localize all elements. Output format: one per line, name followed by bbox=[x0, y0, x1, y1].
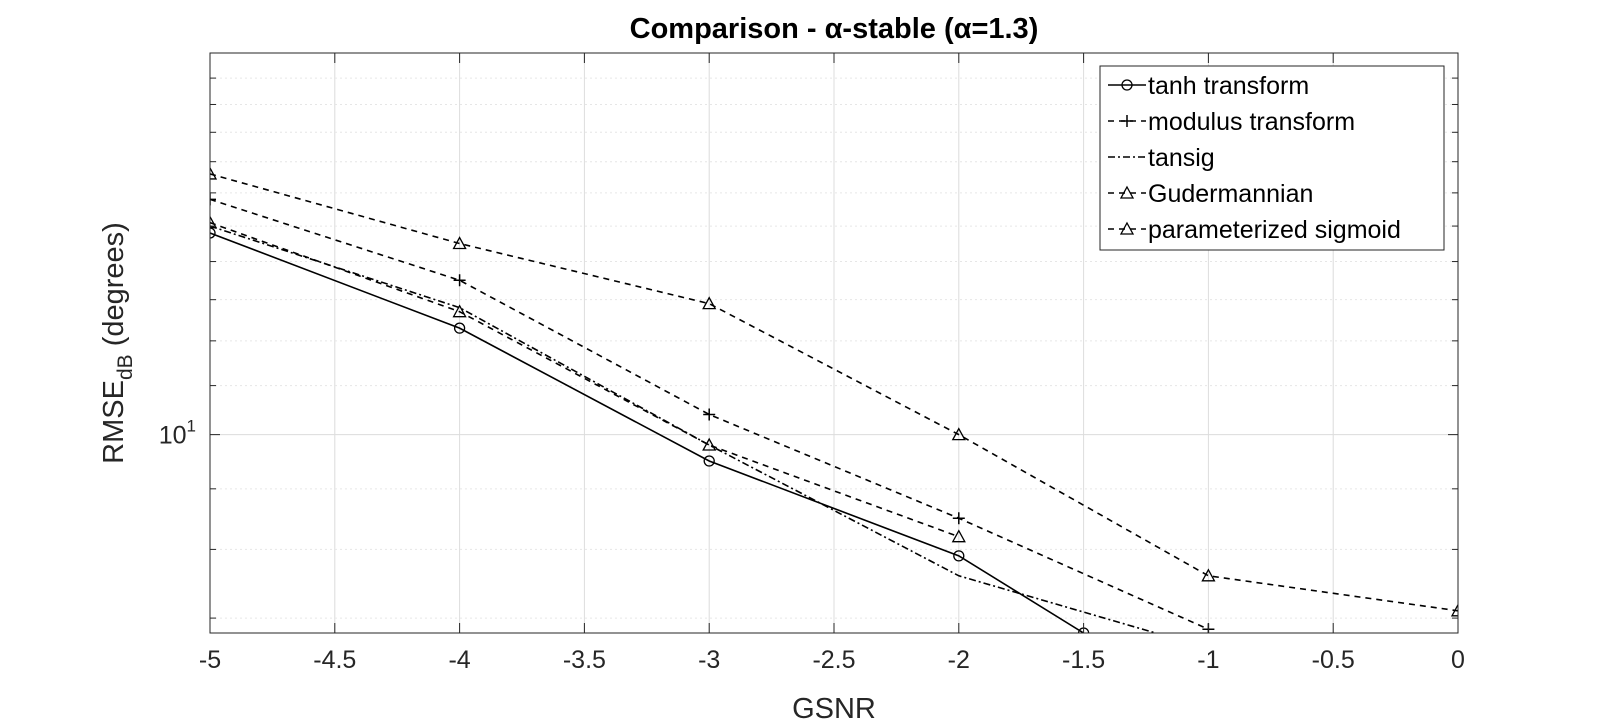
series-line bbox=[210, 198, 1209, 630]
series-point bbox=[703, 455, 715, 467]
legend-entry: Gudermannian bbox=[1108, 180, 1313, 208]
legend-marker bbox=[1119, 185, 1135, 199]
y-axis-label-suffix: (degrees) bbox=[98, 222, 130, 354]
x-tick-label: -2 bbox=[948, 646, 970, 674]
series-point bbox=[703, 408, 716, 421]
axes bbox=[209, 52, 1459, 634]
y-axis-label: RMSEdB (degrees) bbox=[98, 222, 137, 464]
series-point bbox=[210, 166, 218, 180]
y-axis-label-subscript: dB bbox=[114, 354, 137, 380]
x-tick-label: -1.5 bbox=[1062, 646, 1105, 674]
series-2 bbox=[210, 225, 1159, 633]
series-point bbox=[210, 193, 216, 206]
legend-entry: tanh transform bbox=[1108, 72, 1309, 100]
series-point bbox=[1450, 603, 1458, 617]
y-axis-label-main: RMSE bbox=[98, 380, 130, 464]
x-tick-label: -2.5 bbox=[812, 646, 855, 674]
legend-label: tansig bbox=[1148, 144, 1215, 172]
legend: tanh transform modulus transform tansig Gud… bbox=[1099, 65, 1445, 251]
series-point bbox=[953, 550, 965, 562]
y-tick-labels: 101 bbox=[159, 417, 196, 450]
legend-entry: parameterized sigmoid bbox=[1108, 216, 1401, 244]
series-point bbox=[452, 304, 467, 318]
series-line bbox=[210, 221, 960, 538]
series-point bbox=[951, 529, 966, 543]
legend-marker bbox=[1121, 79, 1133, 91]
x-tick-label: -5 bbox=[199, 646, 221, 674]
legend-marker bbox=[1121, 115, 1133, 127]
x-tick-labels: -5 -4.5 -4 -3.5 -3 -2.5 -2 -1.5 -1 -0.5 0 bbox=[199, 646, 1465, 674]
series-point bbox=[453, 322, 466, 334]
legend-label: parameterized sigmoid bbox=[1148, 216, 1401, 244]
series-point bbox=[210, 227, 216, 239]
x-tick-label: -0.5 bbox=[1312, 646, 1355, 674]
series-point bbox=[452, 236, 467, 250]
series-point bbox=[702, 437, 717, 451]
series-point bbox=[952, 512, 965, 525]
chart-title: Comparison - α-stable (α=1.3) bbox=[630, 13, 1039, 45]
x-tick-label: 0 bbox=[1451, 646, 1465, 674]
legend-label: Gudermannian bbox=[1148, 180, 1313, 208]
series-4 bbox=[210, 166, 1458, 617]
x-tick-label: -1 bbox=[1197, 646, 1219, 674]
series-3 bbox=[210, 215, 966, 543]
legend-entry: tansig bbox=[1108, 144, 1215, 172]
series-point bbox=[951, 427, 966, 441]
series-point bbox=[702, 296, 717, 310]
x-tick-label: -4.5 bbox=[313, 646, 356, 674]
x-tick-label: -4 bbox=[448, 646, 470, 674]
series-line bbox=[210, 225, 1159, 633]
legend-label: tanh transform bbox=[1148, 72, 1309, 100]
legend-label: modulus transform bbox=[1148, 108, 1355, 136]
x-tick-label: -3.5 bbox=[563, 646, 606, 674]
legend-entry: modulus transform bbox=[1108, 108, 1355, 136]
series-point bbox=[210, 215, 218, 229]
y-tick-label: 101 bbox=[159, 417, 196, 450]
x-tick-label: -3 bbox=[698, 646, 720, 674]
x-axis-label: GSNR bbox=[792, 693, 876, 725]
series-point bbox=[453, 274, 466, 287]
series-line bbox=[210, 232, 1085, 633]
series-line bbox=[210, 173, 1458, 612]
series-point bbox=[1201, 568, 1216, 582]
legend-box bbox=[1099, 65, 1445, 251]
legend-marker bbox=[1119, 221, 1135, 235]
